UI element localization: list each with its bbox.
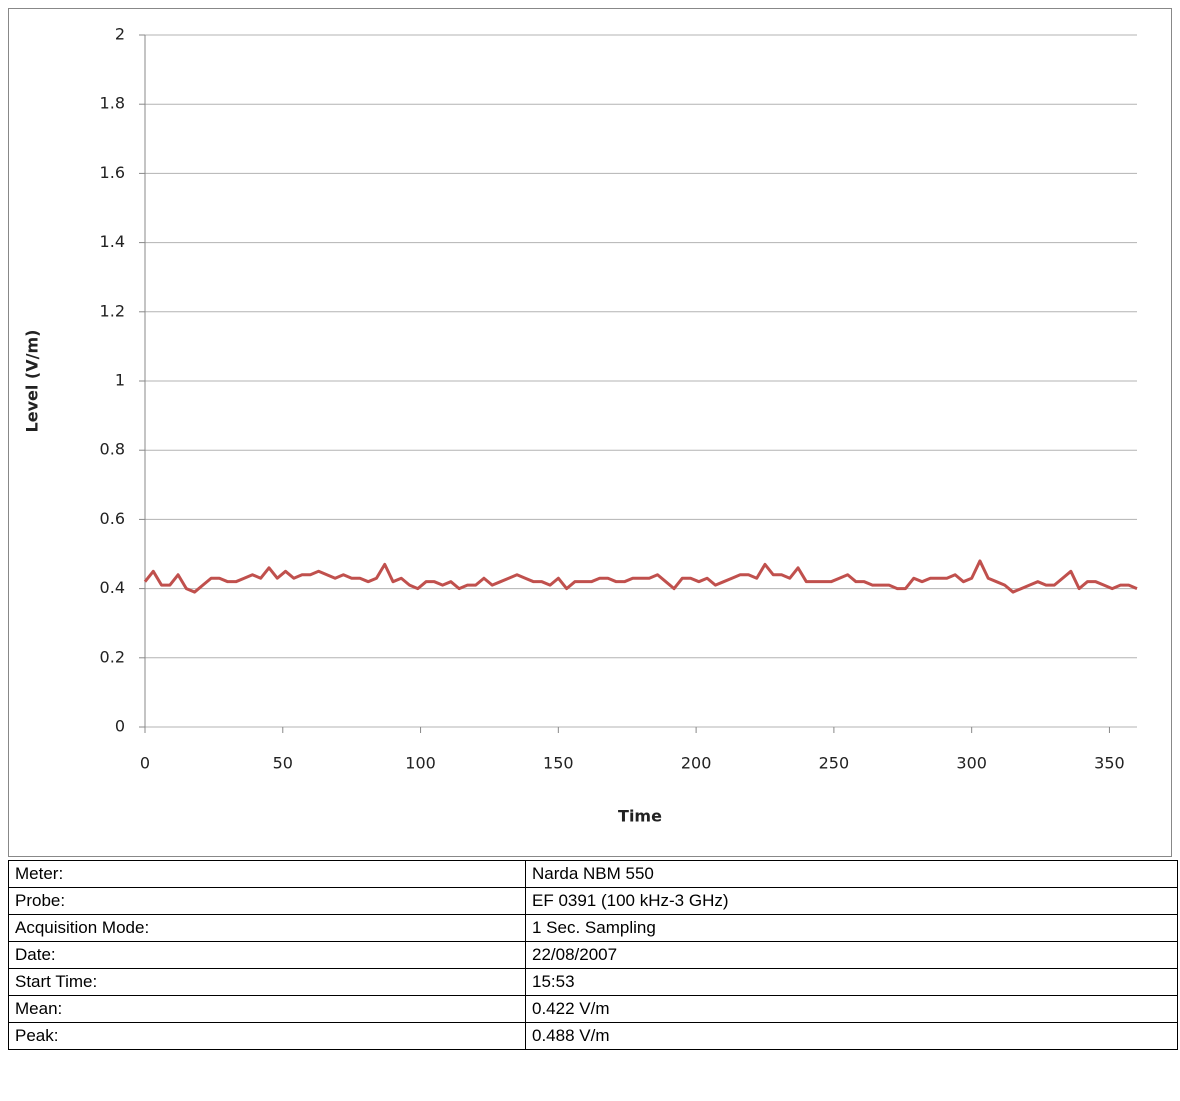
label-cell: Peak: bbox=[8, 1022, 526, 1050]
y-tick-label: 0.6 bbox=[100, 509, 125, 528]
label-cell: Mean: bbox=[8, 995, 526, 1023]
x-axis-title: Time bbox=[618, 807, 662, 826]
x-tick-label: 50 bbox=[273, 754, 293, 773]
table-row: Probe: EF 0391 (100 kHz-3 GHz) bbox=[8, 887, 1178, 915]
y-tick-label: 1.4 bbox=[100, 232, 125, 251]
table-row: Peak: 0.488 V/m bbox=[8, 1022, 1178, 1050]
info-table: Meter: Narda NBM 550 Probe: EF 0391 (100 kH… bbox=[8, 860, 1178, 1050]
x-tick-label: 150 bbox=[543, 754, 574, 773]
x-tick-label: 100 bbox=[405, 754, 436, 773]
y-tick-label: 1.6 bbox=[100, 163, 125, 182]
label-cell: Probe: bbox=[8, 887, 526, 915]
value-cell: 0.422 V/m bbox=[525, 995, 1178, 1023]
y-axis-title: Level (V/m) bbox=[23, 330, 42, 433]
y-tick-label: 1 bbox=[115, 371, 125, 390]
value-cell: 22/08/2007 bbox=[525, 941, 1178, 969]
x-tick-label: 350 bbox=[1094, 754, 1125, 773]
chart-frame bbox=[8, 8, 1172, 857]
table-row: Meter: Narda NBM 550 bbox=[8, 860, 1178, 888]
label-cell: Meter: bbox=[8, 860, 526, 888]
y-tick-label: 1.2 bbox=[100, 301, 125, 320]
x-tick-label: 200 bbox=[681, 754, 712, 773]
series-line bbox=[143, 559, 1138, 594]
table-row: Acquisition Mode: 1 Sec. Sampling bbox=[8, 914, 1178, 942]
y-tick-label: 2 bbox=[115, 25, 125, 44]
y-tick-label: 0 bbox=[115, 717, 125, 736]
value-cell: 1 Sec. Sampling bbox=[525, 914, 1178, 942]
table-row: Mean: 0.422 V/m bbox=[8, 995, 1178, 1023]
y-tick-label: 0.4 bbox=[100, 578, 125, 597]
label-cell: Acquisition Mode: bbox=[8, 914, 526, 942]
table-row: Date: 22/08/2007 bbox=[8, 941, 1178, 969]
value-cell: 0.488 V/m bbox=[525, 1022, 1178, 1050]
value-cell: EF 0391 (100 kHz-3 GHz) bbox=[525, 887, 1178, 915]
value-cell: Narda NBM 550 bbox=[525, 860, 1178, 888]
label-cell: Start Time: bbox=[8, 968, 526, 996]
y-tick-label: 1.8 bbox=[100, 94, 125, 113]
x-tick-label: 300 bbox=[956, 754, 987, 773]
value-cell: 15:53 bbox=[525, 968, 1178, 996]
table-row: Start Time: 15:53 bbox=[8, 968, 1178, 996]
x-tick-label: 250 bbox=[819, 754, 850, 773]
x-tick-label: 0 bbox=[140, 754, 150, 773]
chart: Time Level (V/m) 0 0.2 0.4 0.6 0.8 1 1.2 1.4 1.6… bbox=[8, 8, 1172, 857]
info-table-body: Meter: Narda NBM 550 Probe: EF 0391 (100 kH… bbox=[8, 860, 1178, 1050]
y-tick-label: 0.2 bbox=[100, 647, 125, 666]
y-tick-label: 0.8 bbox=[100, 440, 125, 459]
label-cell: Date: bbox=[8, 941, 526, 969]
